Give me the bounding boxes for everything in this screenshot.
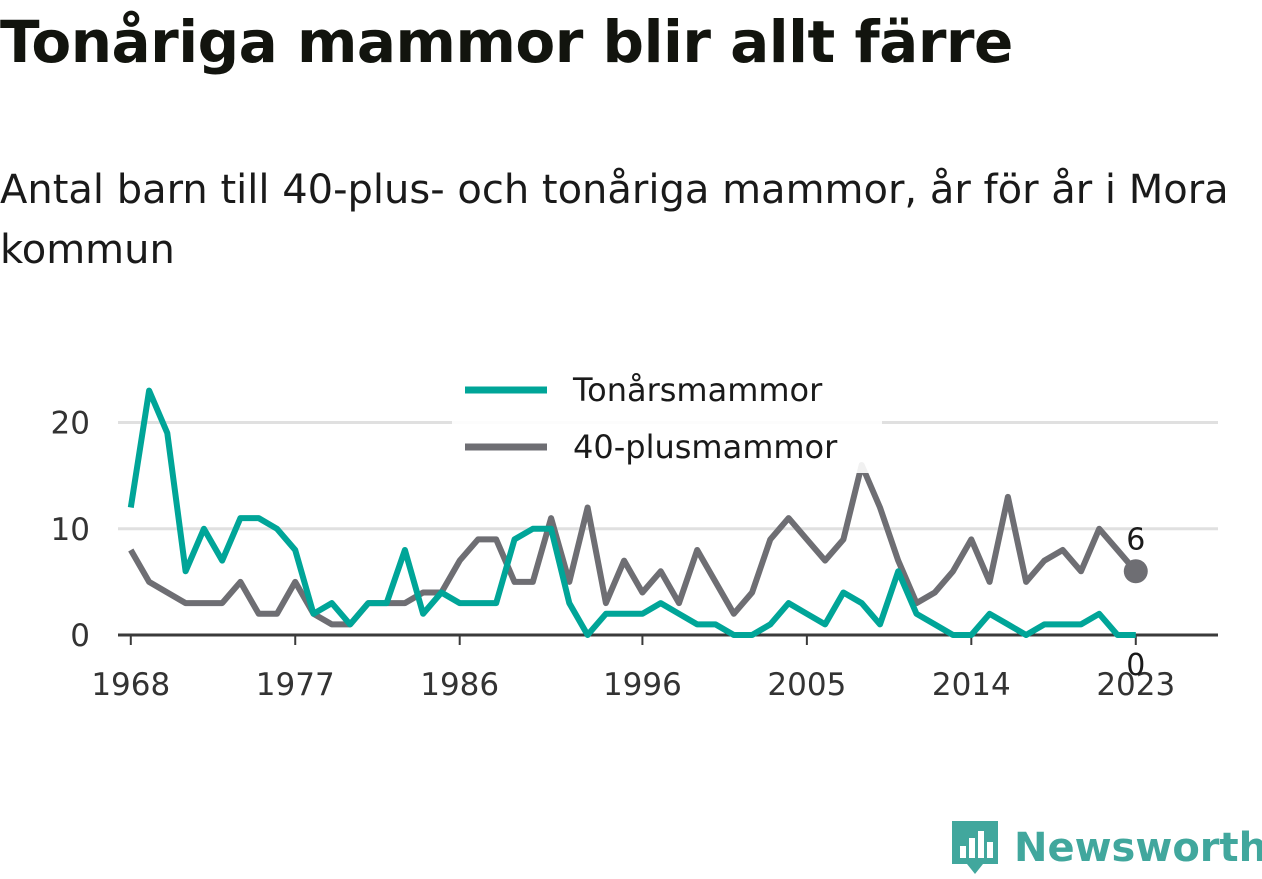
series-line-tonarsmammor bbox=[127, 387, 1136, 638]
x-tick-label: 1977 bbox=[256, 667, 335, 703]
x-tick-label: 2005 bbox=[767, 667, 846, 703]
gridlines: 0 10 20 bbox=[51, 406, 1218, 654]
brand-name: Newsworthy bbox=[1014, 825, 1262, 871]
legend: Tonårsmammor 40-plusmammor bbox=[452, 363, 882, 473]
end-point-40-plusmammor bbox=[1123, 559, 1148, 584]
y-tick-label: 20 bbox=[51, 406, 90, 442]
y-tick-label: 0 bbox=[70, 618, 90, 654]
chart-title: Tonåriga mammor blir allt färre bbox=[0, 8, 1013, 76]
legend-background bbox=[452, 363, 882, 473]
series-lines bbox=[127, 387, 1139, 638]
x-tick-label: 1968 bbox=[91, 667, 170, 703]
legend-label: 40-plusmammor bbox=[573, 428, 838, 466]
chart-subtitle: Antal barn till 40-plus- och tonåriga ma… bbox=[0, 167, 1229, 273]
y-tick-label: 10 bbox=[51, 512, 90, 548]
end-label-40-plusmammor: 6 bbox=[1126, 522, 1145, 557]
series-line-40-plusmammor bbox=[128, 462, 1139, 628]
legend-label: Tonårsmammor bbox=[572, 371, 823, 409]
x-tick-label: 1996 bbox=[603, 667, 682, 703]
x-axis: 1968 1977 1986 1996 2005 2014 2023 bbox=[91, 633, 1218, 703]
x-tick-label: 2014 bbox=[932, 667, 1011, 703]
brand-logo: Newsworthy bbox=[950, 818, 1262, 878]
end-labels: 60 bbox=[1123, 522, 1148, 683]
x-tick-label: 1986 bbox=[420, 667, 499, 703]
line-chart: 0 10 20 1968 1977 1986 1996 2005 2014 2023 Tonår… bbox=[50, 363, 1218, 703]
newsworthy-logo-icon bbox=[952, 821, 998, 874]
x-tick-label: 2023 bbox=[1096, 667, 1175, 703]
end-label-tonarsmammor: 0 bbox=[1126, 648, 1145, 683]
